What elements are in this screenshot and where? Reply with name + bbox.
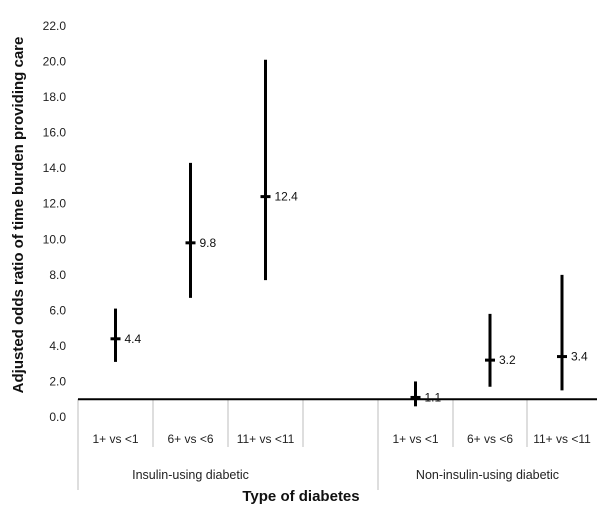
category-label: 6+ vs <6 [167,432,213,446]
y-tick-label: 8.0 [49,268,66,282]
category-label: 6+ vs <6 [467,432,513,446]
data-label: 3.4 [571,350,588,364]
y-axis-title: Adjusted odds ratio of time burden provi… [10,37,27,394]
y-tick-label: 20.0 [43,55,67,69]
x-axis-title: Type of diabetes [242,488,359,505]
y-axis: 0.0 2.0 4.0 6.0 8.0 10.0 12.0 14.0 16.0 18.0 20.0 2… [43,19,67,424]
data-label: 12.4 [275,190,299,204]
data-label: 1.1 [425,390,442,404]
data-label: 3.2 [499,353,516,367]
category-label: 1+ vs <1 [392,432,438,446]
x-axis: Insulin-using diabetic 1+ vs <1 6+ vs <6 11… [77,399,591,490]
y-tick-label: 4.0 [49,339,66,353]
data-label: 9.8 [200,236,217,250]
y-tick-label: 16.0 [43,126,67,140]
y-tick-label: 22.0 [43,19,67,33]
y-tick-label: 2.0 [49,374,66,388]
category-label: 11+ vs <11 [237,432,295,446]
group-label: Insulin-using diabetic [132,468,249,482]
y-tick-label: 10.0 [43,232,67,246]
y-tick-label: 12.0 [43,197,67,211]
category-label: 1+ vs <1 [92,432,138,446]
category-label: 11+ vs <11 [533,432,591,446]
group-label: Non-insulin-using diabetic [416,468,559,482]
y-tick-label: 18.0 [43,90,67,104]
y-tick-label: 0.0 [49,410,66,424]
y-tick-label: 14.0 [43,161,67,175]
data-label: 4.4 [125,332,142,346]
y-tick-label: 6.0 [49,303,66,317]
plot-marks: 4.4 9.8 12.4 1.1 3.2 3.4 [110,59,588,407]
